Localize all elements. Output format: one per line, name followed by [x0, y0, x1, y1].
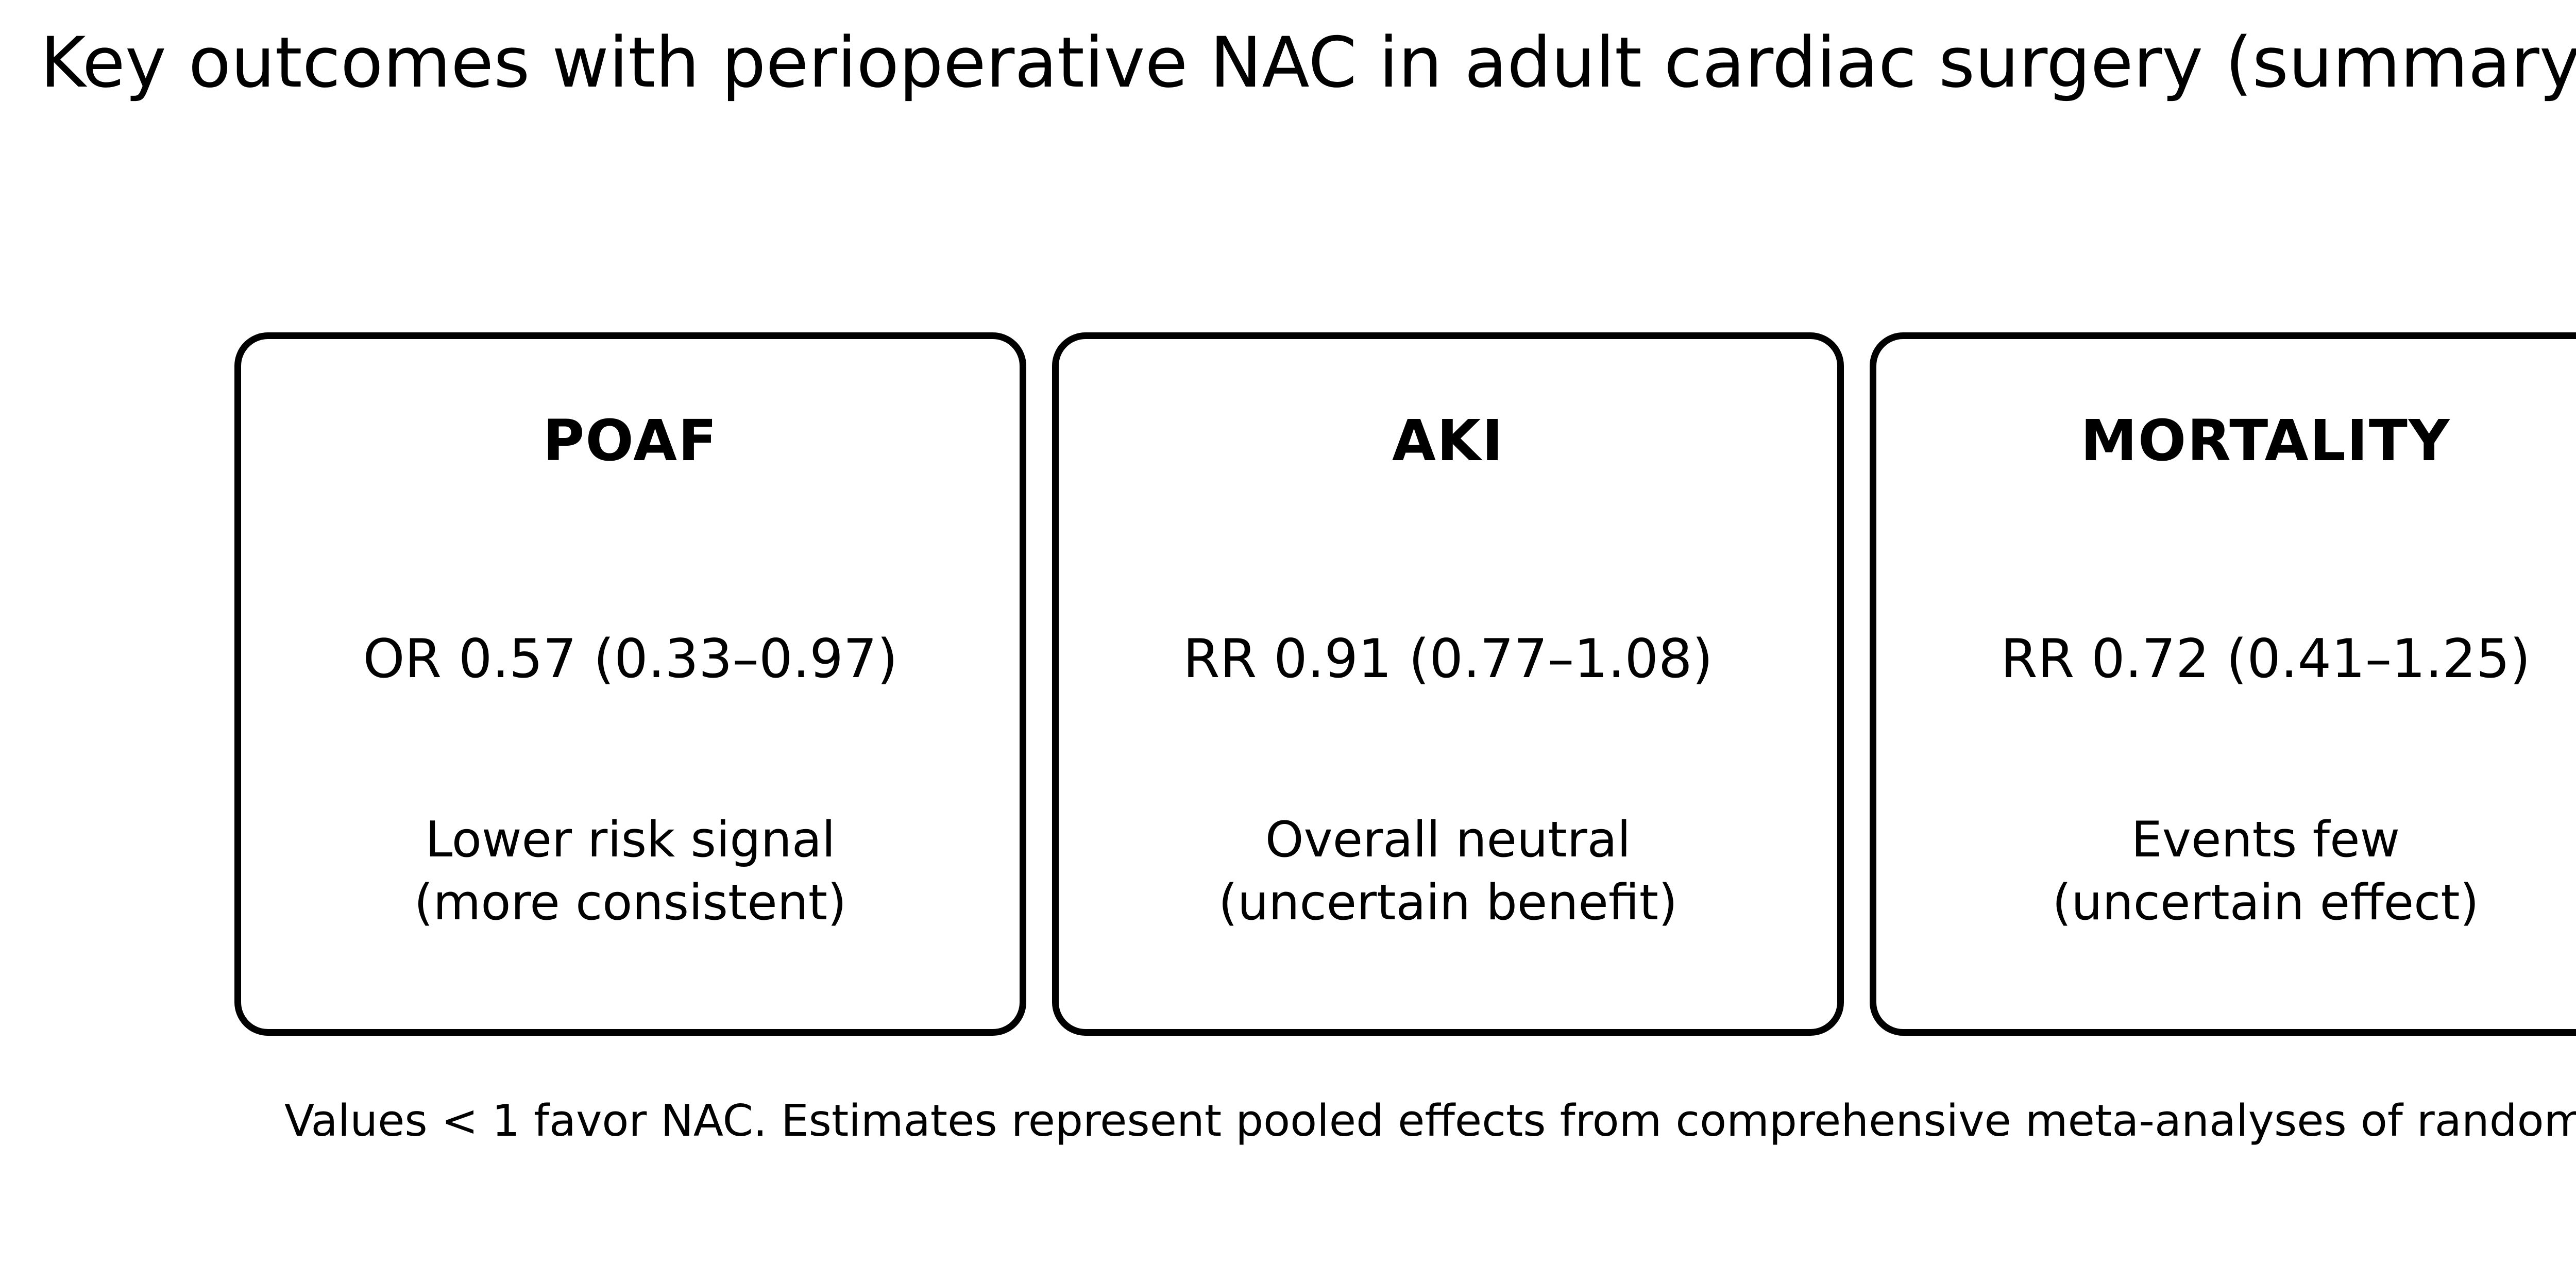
card-note-line2: (uncertain benefit)	[1218, 874, 1678, 931]
card-note: Lower risk signal (more consistent)	[241, 809, 1020, 934]
card-heading: MORTALITY	[2080, 408, 2451, 474]
card-note-line2: (uncertain effect)	[2052, 874, 2479, 931]
card-note-line1: Lower risk signal	[425, 812, 836, 868]
card-note: Overall neutral (uncertain benefit)	[1059, 809, 1837, 934]
figure-footnote: Values < 1 favor NAC. Estimates represen…	[284, 1096, 2576, 1147]
outcome-card-poaf: POAF OR 0.57 (0.33–0.97) Lower risk sign…	[234, 332, 1026, 1036]
card-heading: POAF	[543, 408, 718, 474]
card-estimate: RR 0.91 (0.77–1.08)	[1183, 628, 1713, 690]
outcome-card-aki: AKI RR 0.91 (0.77–1.08) Overall neutral …	[1052, 332, 1844, 1036]
figure-title: Key outcomes with perioperative NAC in a…	[40, 22, 2576, 103]
card-note-line2: (more consistent)	[414, 874, 847, 931]
card-estimate: RR 0.72 (0.41–1.25)	[2001, 628, 2531, 690]
card-note-line1: Events few	[2131, 812, 2400, 868]
card-estimate: OR 0.57 (0.33–0.97)	[363, 628, 898, 690]
card-note-line1: Overall neutral	[1265, 812, 1631, 868]
card-heading: AKI	[1392, 408, 1504, 474]
card-note: Events few (uncertain effect)	[1876, 809, 2576, 934]
outcome-card-mortality: MORTALITY RR 0.72 (0.41–1.25) Events few…	[1870, 332, 2576, 1036]
